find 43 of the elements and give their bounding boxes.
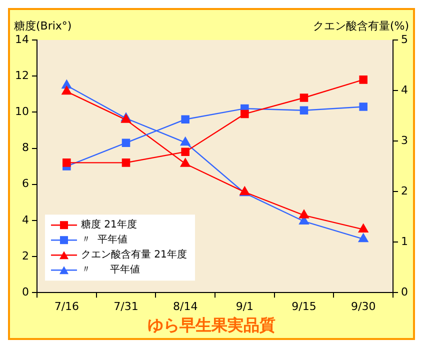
point: [181, 115, 190, 124]
legend-label: 〃 平年値: [80, 234, 128, 246]
y-tick-label: 8: [22, 141, 29, 154]
y-tick-label: 4: [22, 213, 29, 226]
point: [62, 86, 72, 95]
y2-axis-title: クエン酸含有量(%): [312, 19, 409, 32]
y-tick-label: 0: [22, 285, 29, 298]
point: [122, 158, 130, 167]
point: [358, 224, 368, 233]
x-tick-label: 7/31: [114, 300, 138, 314]
point: [240, 110, 249, 118]
legend-label: 〃 平年値: [80, 264, 140, 276]
point: [122, 138, 130, 147]
point: [300, 94, 308, 102]
y2-tick-label: 1: [401, 234, 408, 248]
x-tick-label: 9/30: [350, 300, 376, 314]
y2-tick-label: 5: [401, 32, 408, 46]
text: ゆら早生果実品質: [148, 316, 276, 335]
legend-label: クエン酸含有量 21年度: [80, 248, 187, 261]
y2-tick-label: 2: [401, 184, 408, 198]
point: [180, 158, 190, 167]
point: [358, 233, 368, 242]
y-tick-label: 14: [14, 32, 29, 46]
point: [180, 136, 190, 146]
y-tick-label: 6: [22, 177, 29, 190]
point: [300, 106, 308, 115]
x-tick-label: 9/1: [236, 300, 254, 314]
point: [359, 102, 368, 111]
point: [299, 210, 309, 218]
y-tick-label: 2: [22, 249, 29, 262]
x-tick-label: 9/15: [292, 300, 316, 314]
legend-label: 糖度 21年度: [80, 218, 137, 231]
y2-tick-label: 0: [401, 285, 408, 298]
y2-tick-label: 4: [401, 83, 408, 96]
x-tick-label: 7/16: [54, 300, 80, 314]
point: [181, 148, 190, 156]
point: [359, 76, 368, 84]
y-axis-title: 糖度(Brix°): [14, 19, 72, 32]
y-tick-label: 10: [14, 105, 29, 118]
y2-tick-label: 3: [401, 134, 408, 147]
x-tick-label: 8/14: [172, 300, 198, 314]
y-tick-label: 12: [14, 68, 29, 82]
point: [62, 158, 71, 167]
